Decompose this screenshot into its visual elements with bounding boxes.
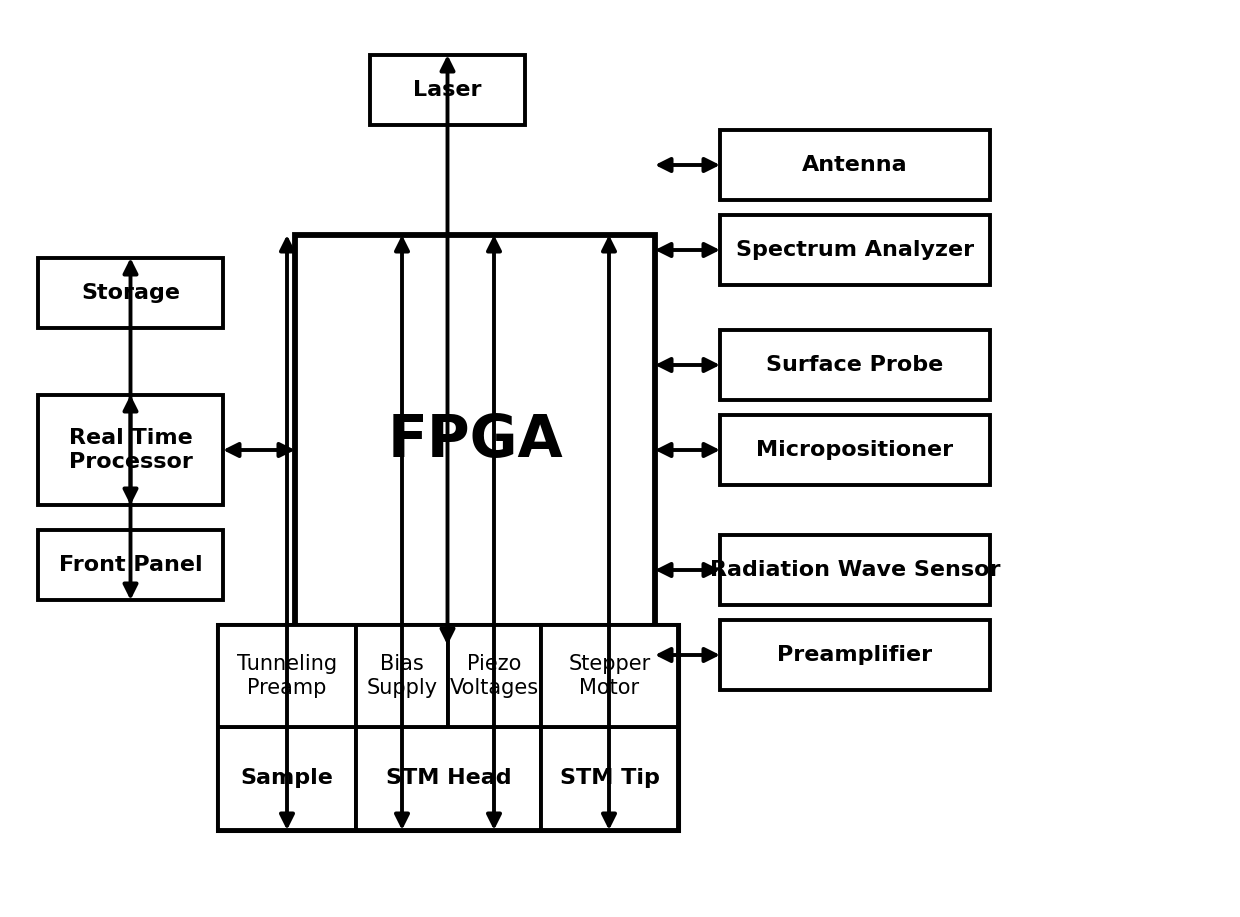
Bar (720, 535, 990, 605)
Text: Real Time
Processor: Real Time Processor (68, 428, 192, 471)
Text: STM Head: STM Head (386, 768, 511, 789)
Text: Radiation Wave Sensor: Radiation Wave Sensor (709, 560, 1001, 580)
Text: Bias
Supply: Bias Supply (367, 655, 438, 698)
Text: STM Tip: STM Tip (559, 768, 660, 789)
Text: Storage: Storage (81, 283, 180, 303)
Bar (720, 620, 990, 690)
Text: Surface Probe: Surface Probe (766, 355, 944, 375)
Text: Stepper
Motor: Stepper Motor (568, 655, 651, 698)
Bar (38, 258, 223, 328)
Text: Laser: Laser (413, 80, 482, 100)
Bar (541, 625, 678, 727)
Bar (448, 625, 541, 727)
Bar (720, 215, 990, 285)
Bar (720, 330, 990, 400)
Bar (541, 727, 678, 830)
Text: Piezo
Voltages: Piezo Voltages (450, 655, 539, 698)
Bar (218, 625, 678, 830)
Text: Preamplifier: Preamplifier (777, 645, 932, 665)
Text: Front Panel: Front Panel (58, 555, 202, 575)
Bar (218, 727, 356, 830)
Bar (356, 727, 541, 830)
Bar (218, 625, 356, 727)
Bar (720, 415, 990, 485)
Bar (38, 395, 223, 505)
Bar (720, 130, 990, 200)
Text: Antenna: Antenna (802, 155, 908, 175)
Text: FPGA: FPGA (387, 412, 563, 469)
Text: Tunneling
Preamp: Tunneling Preamp (237, 655, 337, 698)
Text: Spectrum Analyzer: Spectrum Analyzer (735, 240, 975, 260)
Text: Micropositioner: Micropositioner (756, 440, 954, 460)
Bar (38, 530, 223, 600)
Bar (295, 235, 655, 645)
Bar (356, 625, 448, 727)
Text: Sample: Sample (241, 768, 334, 789)
Bar (370, 55, 525, 125)
